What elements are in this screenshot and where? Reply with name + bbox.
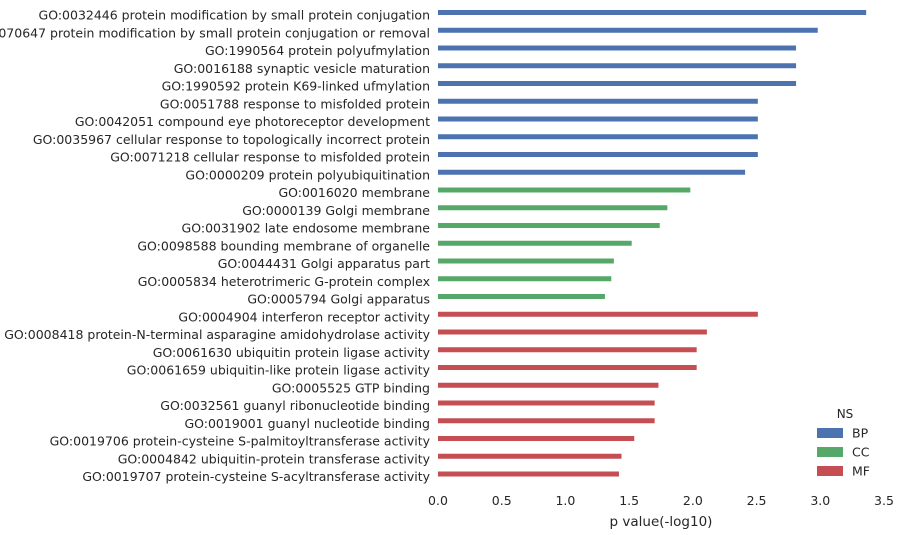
category-label: GO:0019001 guanyl nucleotide binding bbox=[184, 416, 430, 431]
category-label: GO:0042051 compound eye photoreceptor de… bbox=[75, 114, 430, 129]
category-label: GO:0051788 response to misfolded protein bbox=[160, 96, 430, 111]
category-label: GO:0005794 Golgi apparatus bbox=[247, 292, 430, 307]
bar-mf bbox=[438, 418, 655, 424]
bar-bp bbox=[438, 134, 758, 140]
category-label: GO:0005834 heterotrimeric G-protein comp… bbox=[138, 274, 430, 289]
legend-label: MF bbox=[852, 464, 870, 479]
x-tick-label: 0.0 bbox=[428, 493, 448, 508]
category-label: GO:0061630 ubiquitin protein ligase acti… bbox=[153, 345, 431, 360]
category-labels: GO:0032446 protein modification by small… bbox=[0, 8, 431, 485]
category-label: GO:0005525 GTP binding bbox=[272, 380, 430, 395]
bar-mf bbox=[438, 471, 619, 477]
bar-mf bbox=[438, 453, 622, 459]
bar-bp bbox=[438, 116, 758, 122]
x-tick-label: 0.5 bbox=[492, 493, 512, 508]
category-label: GO:0004842 ubiquitin-protein transferase… bbox=[118, 451, 431, 466]
category-label: GO:0071218 cellular response to misfolde… bbox=[110, 150, 430, 165]
x-tick-label: 1.5 bbox=[619, 493, 639, 508]
x-axis-title: p value(-log10) bbox=[610, 514, 713, 530]
category-label: GO:0032446 protein modification by small… bbox=[39, 8, 430, 23]
x-tick-label: 2.5 bbox=[747, 493, 767, 508]
legend-title: NS bbox=[837, 407, 854, 421]
bar-bp bbox=[438, 45, 797, 51]
category-label: GO:0008418 protein-N-terminal asparagine… bbox=[4, 327, 430, 342]
legend-label: BP bbox=[852, 426, 869, 441]
bar-cc bbox=[438, 258, 614, 264]
category-label: GO:0098588 bounding membrane of organell… bbox=[137, 238, 430, 253]
bar-mf bbox=[438, 400, 655, 406]
bar-mf bbox=[438, 347, 697, 353]
bar-cc bbox=[438, 276, 612, 282]
bar-bp bbox=[438, 27, 818, 33]
bar-mf bbox=[438, 311, 758, 317]
bar-bp bbox=[438, 10, 867, 15]
category-label: GO:0004904 interferon receptor activity bbox=[178, 309, 430, 324]
x-axis-ticks: 0.0 0.5 1.0 1.5 2.0 2.5 3.0 3.5 bbox=[428, 493, 894, 508]
bar-bp bbox=[438, 81, 797, 86]
bar-mf bbox=[438, 382, 659, 388]
bar-bp bbox=[438, 169, 746, 175]
bar-cc bbox=[438, 240, 632, 246]
bar-cc bbox=[438, 205, 668, 211]
bar-cc bbox=[438, 294, 605, 299]
category-label: GO:0016188 synaptic vesicle maturation bbox=[174, 61, 430, 76]
category-label: GO:0070647 protein modification by small… bbox=[0, 25, 430, 40]
bar-bp bbox=[438, 152, 758, 157]
category-label: GO:0031902 late endosome membrane bbox=[182, 221, 431, 236]
category-label: GO:1990592 protein K69-linked ufmylation bbox=[162, 79, 430, 94]
category-label: GO:0016020 membrane bbox=[278, 185, 430, 200]
bar-cc bbox=[438, 223, 660, 228]
category-label: GO:0000209 protein polyubiquitination bbox=[185, 167, 430, 182]
bar-bp bbox=[438, 63, 797, 69]
legend-swatch-bp bbox=[817, 428, 843, 438]
bar-cc bbox=[438, 187, 691, 193]
category-label: GO:0044431 Golgi apparatus part bbox=[218, 256, 430, 271]
x-tick-label: 3.0 bbox=[810, 493, 830, 508]
bars-layer bbox=[438, 10, 867, 477]
category-label: GO:0019707 protein-cysteine S-acyltransf… bbox=[82, 469, 430, 484]
category-label: GO:0000139 Golgi membrane bbox=[242, 203, 430, 218]
bar-mf bbox=[438, 329, 707, 335]
legend-swatch-cc bbox=[817, 447, 843, 457]
bar-mf bbox=[438, 365, 697, 370]
category-label: GO:1990564 protein polyufmylation bbox=[205, 43, 430, 58]
x-tick-label: 1.0 bbox=[555, 493, 575, 508]
x-tick-label: 2.0 bbox=[683, 493, 703, 508]
bar-mf bbox=[438, 436, 635, 441]
bar-bp bbox=[438, 98, 758, 104]
category-label: GO:0035967 cellular response to topologi… bbox=[33, 132, 430, 147]
legend-swatch-mf bbox=[817, 466, 843, 476]
legend-label: CC bbox=[852, 445, 870, 460]
category-label: GO:0061659 ubiquitin-like protein ligase… bbox=[127, 363, 431, 378]
category-label: GO:0032561 guanyl ribonucleotide binding bbox=[160, 398, 430, 413]
x-tick-label: 3.5 bbox=[874, 493, 894, 508]
category-label: GO:0019706 protein-cysteine S-palmitoylt… bbox=[50, 434, 431, 449]
legend: NS BP CC MF bbox=[817, 407, 870, 479]
